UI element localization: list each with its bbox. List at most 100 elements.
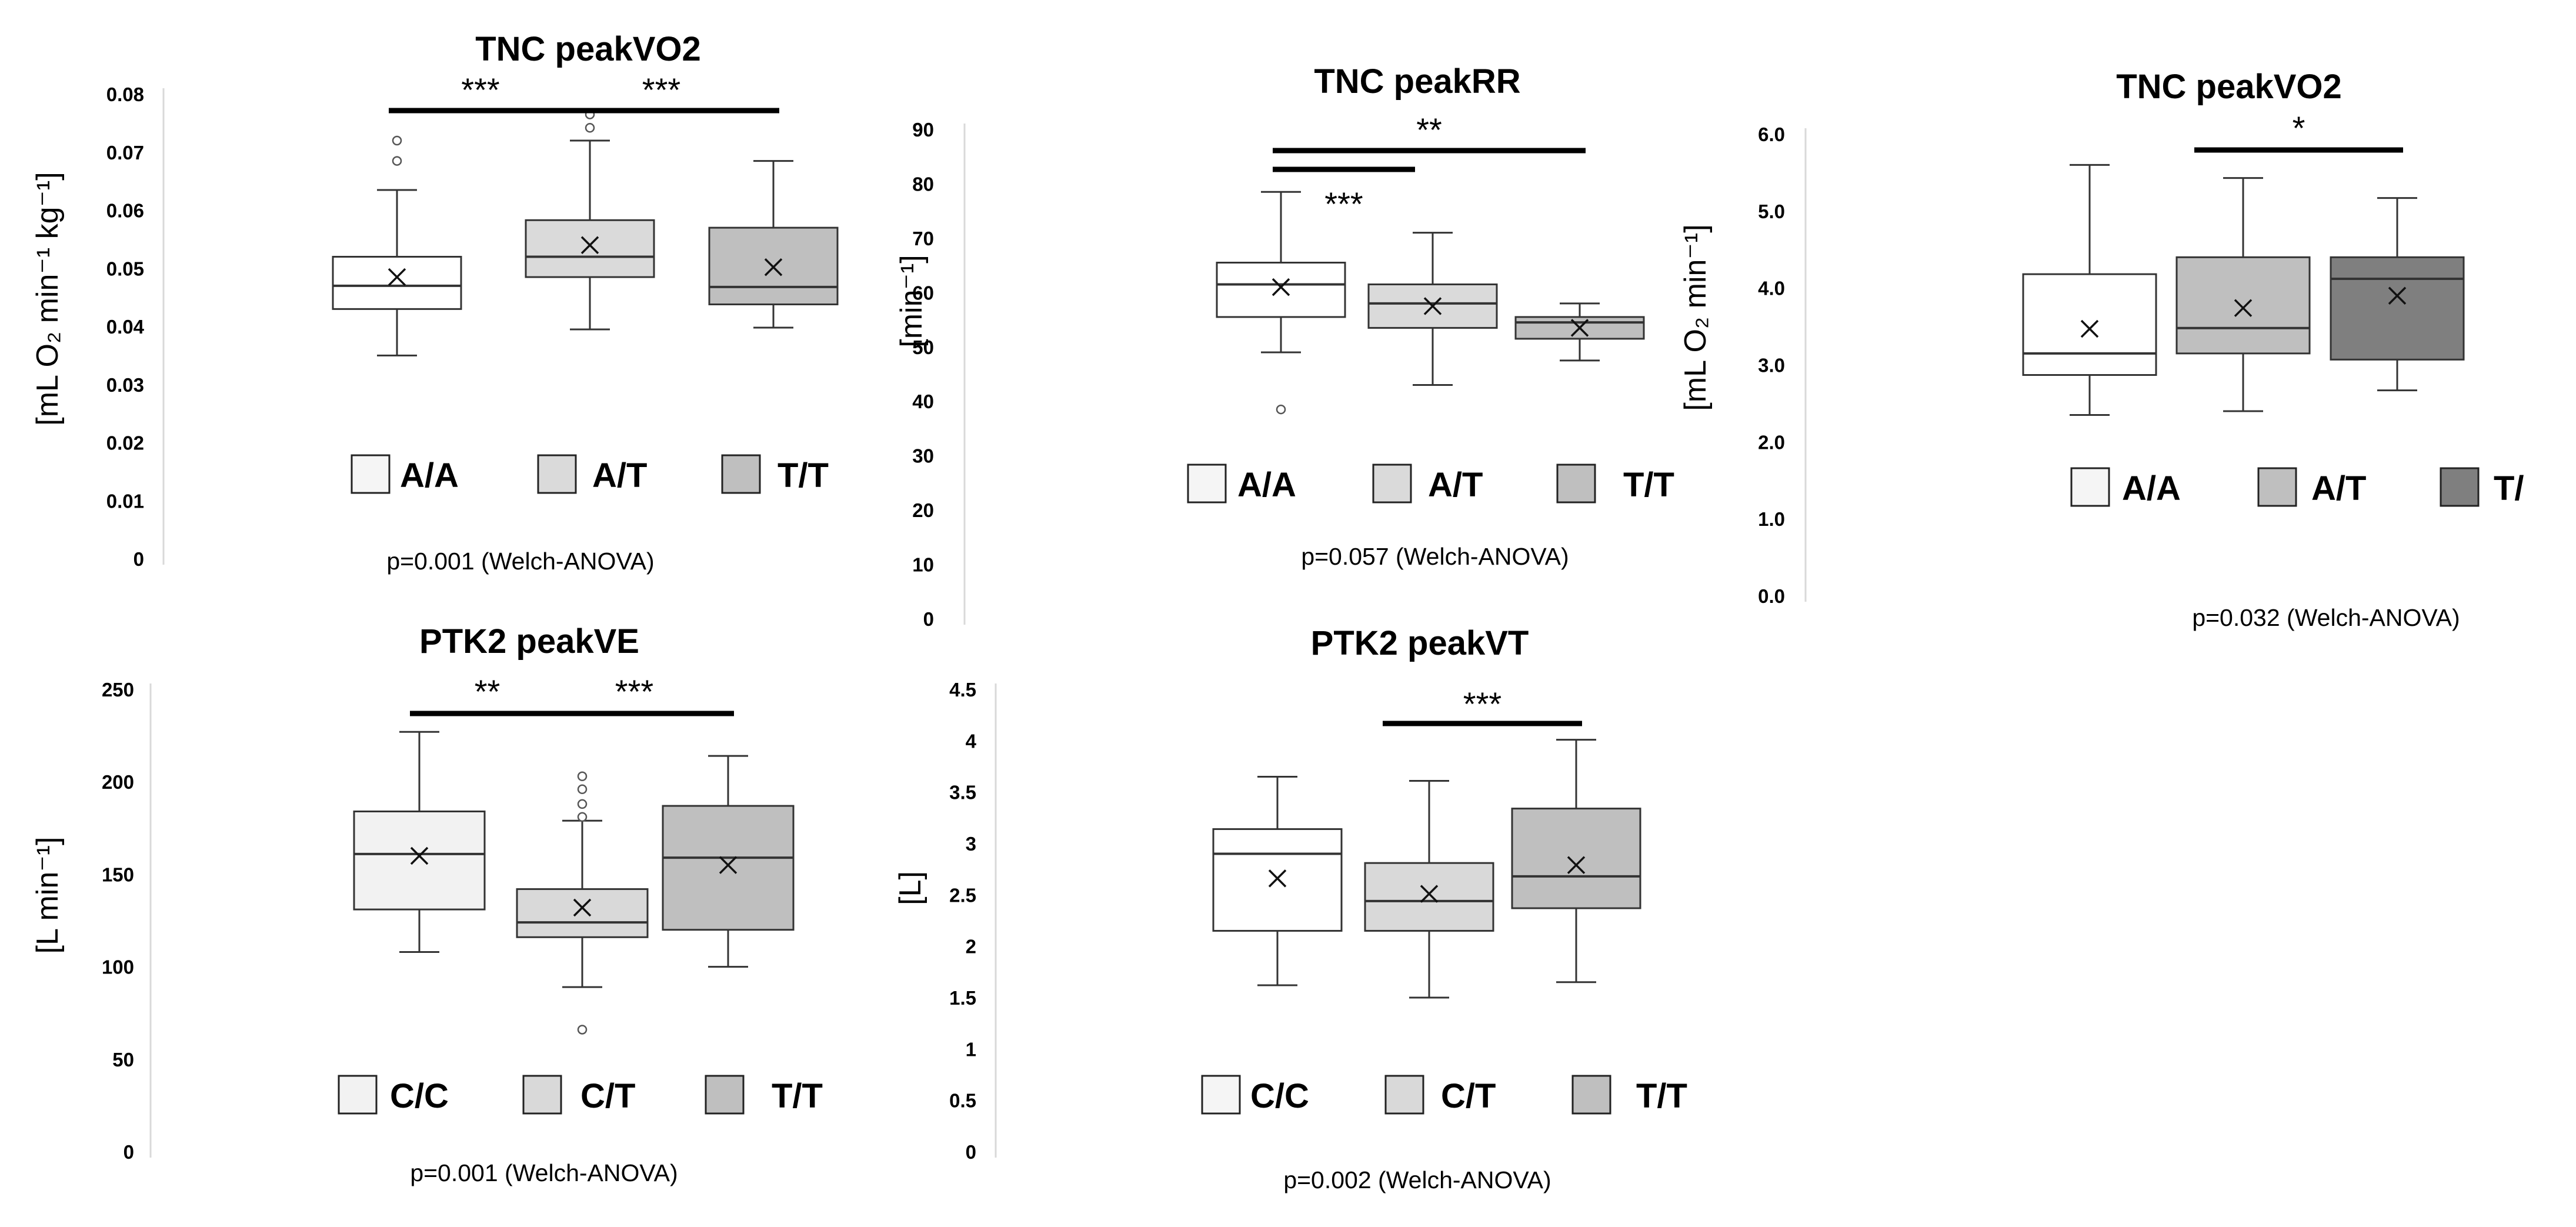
significance-bracket: **: [1273, 111, 1586, 154]
mean-marker-stroke: [1567, 856, 1586, 874]
y-tick-label: 50: [112, 1049, 134, 1071]
outlier-point: [1276, 404, 1286, 415]
y-tick-label: 3.5: [949, 782, 976, 803]
y-tick-label: 3.0: [1758, 355, 1785, 376]
y-tick-label: 10: [912, 554, 934, 576]
y-tick-label: 0.05: [106, 258, 144, 279]
legend-swatch: [1571, 1075, 1611, 1115]
mean-marker-stroke: [2080, 319, 2099, 338]
p-value-label: p=0.001 (Welch-ANOVA): [386, 548, 654, 575]
mean-marker-stroke: [2388, 286, 2407, 305]
mean-marker: [764, 258, 783, 276]
mean-marker: [1420, 885, 1439, 903]
box-iqr: [525, 219, 655, 278]
legend-swatch: [1187, 464, 1227, 504]
box-iqr: [516, 888, 649, 938]
y-tick-label: 90: [912, 119, 934, 141]
box-t-t: [708, 160, 839, 329]
y-tick-label: 2: [966, 936, 976, 958]
y-tick-label: 20: [912, 499, 934, 521]
chart-title: PTK2 peakVT: [1311, 624, 1529, 662]
outlier-point: [392, 156, 402, 166]
mean-marker-stroke: [719, 856, 738, 874]
box-iqr: [1511, 808, 1641, 909]
y-tick-label: 0.03: [106, 374, 144, 396]
mean-marker: [573, 898, 592, 917]
mean-marker: [2388, 286, 2407, 305]
box-t-t: [662, 755, 795, 968]
mean-marker: [1268, 869, 1287, 888]
y-tick-label: 100: [102, 956, 134, 978]
box-c-t: [1364, 779, 1494, 999]
chart-panel-1: TNC peakVO2 0 0.01 0.02 0.03 0.04 0.05 0.06 0.07…: [31, 30, 839, 575]
box-iqr: [2022, 273, 2157, 376]
legend-swatch: [537, 454, 577, 494]
box-a-a: [2022, 164, 2157, 416]
mean-marker: [1423, 297, 1442, 315]
box-t-t: [1514, 302, 1645, 362]
mean-marker: [1570, 319, 1589, 337]
box-iqr: [332, 256, 462, 310]
box-iqr: [1212, 828, 1343, 932]
y-tick-label: 70: [912, 228, 934, 249]
legend: C/C C/T T/T: [1201, 1075, 1687, 1115]
y-tick-label: 80: [912, 173, 934, 195]
mean-marker-stroke: [764, 258, 783, 276]
box-a-a: [1216, 191, 1346, 415]
significance-stars: *: [2293, 109, 2305, 146]
y-tick-label: 1: [966, 1038, 976, 1060]
mean-marker-stroke: [1268, 869, 1287, 888]
outlier-point: [392, 135, 402, 146]
y-tick-label: 0.07: [106, 142, 144, 164]
y-tick-label: 0.08: [106, 84, 144, 105]
p-value-label: p=0.002 (Welch-ANOVA): [1283, 1166, 1551, 1193]
mean-marker-stroke: [410, 846, 429, 865]
significance-stars: ***: [1463, 685, 1501, 722]
box-a-t: [525, 109, 655, 331]
mean-marker-stroke: [1570, 319, 1589, 337]
mean-marker-stroke: [388, 268, 406, 286]
significance-bracket: ***: [543, 71, 779, 114]
y-tick-label: 150: [102, 863, 134, 885]
box-t-t: [1511, 739, 1641, 983]
y-tick-label: 0: [124, 1141, 134, 1163]
mean-marker: [2234, 299, 2253, 317]
legend-label: A/A: [2122, 469, 2181, 508]
legend-swatch: [2440, 467, 2480, 507]
legend-label: A/A: [1237, 466, 1296, 504]
significance-bracket: ***: [535, 673, 734, 716]
legend: A/A A/T T/: [2070, 467, 2524, 508]
legend-label: A/A: [400, 456, 459, 495]
y-axis-label: [min⁻¹]: [895, 255, 929, 347]
legend-swatch: [2070, 467, 2110, 507]
significance-stars: ***: [1324, 185, 1363, 222]
chart-title: TNC peakRR: [1314, 62, 1520, 101]
box-iqr: [1364, 862, 1494, 932]
legend: A/A A/T T/T: [351, 454, 829, 495]
outlier-point: [585, 123, 595, 133]
mean-marker: [719, 856, 738, 874]
legend-swatch: [2257, 467, 2297, 507]
y-tick-label: 0: [923, 608, 934, 630]
y-tick-label: 0.0: [1758, 585, 1785, 607]
box-c-c: [1212, 775, 1343, 986]
y-tick-label: 0: [966, 1141, 976, 1163]
mean-marker: [1567, 856, 1586, 874]
significance-bracket: ***: [389, 71, 572, 114]
legend-swatch: [721, 454, 761, 494]
legend-label: A/T: [2311, 469, 2366, 508]
chart-title: TNC peakVO2: [475, 30, 701, 68]
y-tick-label: 250: [102, 679, 134, 701]
y-tick-label: 0.5: [949, 1090, 976, 1112]
mean-marker: [388, 268, 406, 286]
y-axis-label: [L]: [893, 871, 927, 905]
y-axis-label: [mL O₂ min⁻¹]: [1679, 224, 1713, 411]
y-tick-label: 4: [966, 730, 977, 752]
legend-swatch: [1372, 464, 1412, 504]
legend-label: C/C: [1250, 1077, 1309, 1115]
y-tick-label: 2.0: [1758, 431, 1785, 453]
legend-swatch: [1201, 1075, 1241, 1115]
legend-label: C/C: [390, 1077, 449, 1115]
y-tick-label: 1.5: [949, 987, 976, 1009]
legend-swatch: [705, 1075, 745, 1115]
